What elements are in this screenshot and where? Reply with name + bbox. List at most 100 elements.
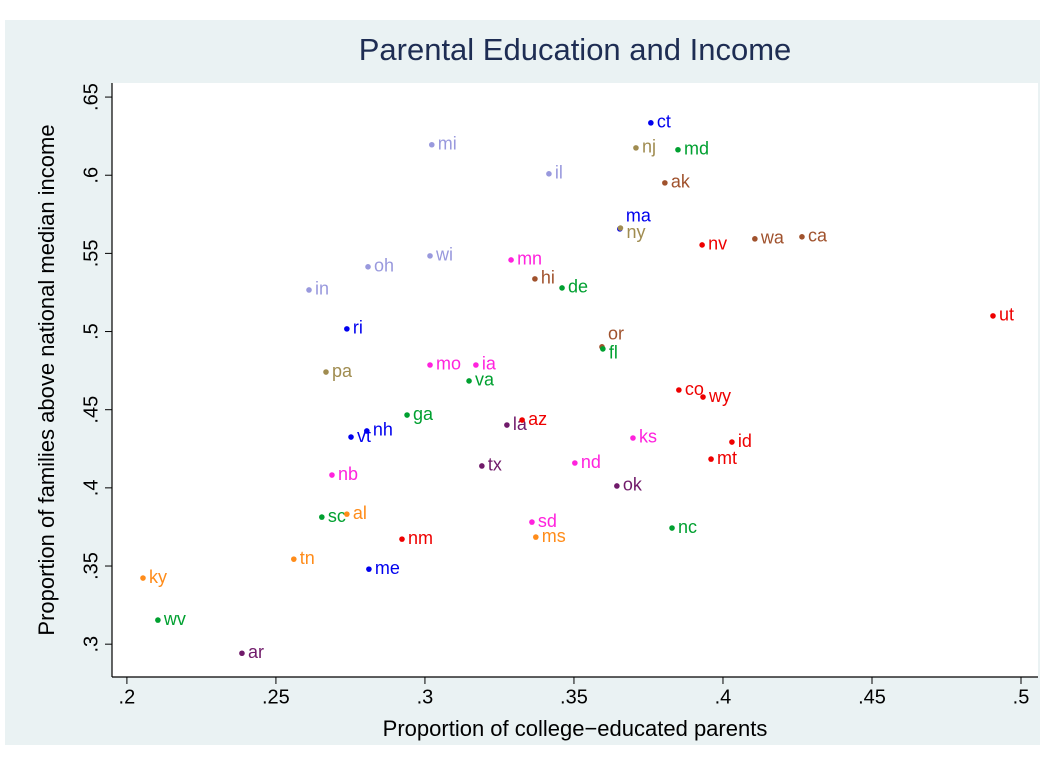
point-label: wi	[435, 245, 453, 265]
point-label: id	[738, 431, 752, 451]
point-label: ar	[248, 642, 264, 662]
point	[533, 534, 539, 540]
point-label: ri	[353, 318, 363, 338]
point-label: nj	[642, 137, 656, 157]
point-label: ok	[623, 475, 643, 495]
point-label: mt	[717, 448, 737, 468]
point	[239, 650, 245, 657]
point	[700, 394, 706, 400]
point	[699, 242, 705, 248]
point	[617, 225, 624, 231]
point-label: ma	[626, 206, 652, 226]
point-label: fl	[609, 343, 618, 363]
point-label: ms	[542, 526, 566, 546]
point-label: tx	[488, 455, 502, 475]
point	[729, 439, 735, 445]
point	[473, 362, 479, 368]
x-tick-label: .5	[1013, 686, 1030, 708]
point	[532, 276, 538, 282]
point	[546, 171, 552, 177]
point-label: ky	[149, 567, 167, 587]
y-tick-label: .45	[80, 396, 102, 424]
point	[140, 575, 146, 581]
point	[306, 287, 312, 293]
point	[344, 326, 350, 332]
point	[504, 422, 510, 428]
point-label: hi	[541, 268, 555, 288]
point-label: me	[375, 558, 400, 578]
point-label: mn	[517, 249, 542, 269]
point	[479, 463, 485, 469]
y-tick-label: .5	[80, 323, 102, 340]
point	[155, 617, 161, 623]
point-label: pa	[332, 361, 353, 381]
point-label: oh	[374, 256, 394, 276]
point	[427, 253, 433, 259]
point	[466, 378, 472, 384]
x-tick-label: .35	[560, 686, 588, 708]
point	[319, 514, 325, 520]
point	[572, 460, 578, 466]
point	[404, 412, 410, 418]
point-label: ca	[808, 226, 828, 246]
point-label: al	[353, 503, 367, 523]
point	[648, 120, 654, 126]
point-label: wy	[708, 386, 731, 406]
point	[752, 236, 758, 242]
point-label: ga	[413, 404, 434, 424]
point	[519, 417, 525, 423]
point	[676, 387, 682, 393]
y-tick-label: .35	[80, 552, 102, 580]
y-tick-label: .65	[80, 83, 102, 111]
point	[708, 456, 714, 462]
point	[364, 428, 370, 434]
point	[630, 435, 636, 441]
point	[675, 146, 681, 153]
point-label: co	[685, 379, 704, 399]
point	[662, 180, 668, 186]
y-tick-label: .6	[80, 167, 102, 184]
point-label: sd	[538, 511, 557, 531]
point-label: nh	[373, 420, 393, 440]
point-label: de	[568, 277, 588, 297]
x-tick-label: .2	[119, 686, 136, 708]
x-tick-label: .4	[715, 686, 732, 708]
point	[291, 556, 297, 562]
x-axis-title: Proportion of college−educated parents	[383, 716, 768, 741]
point-label: ny	[626, 222, 645, 242]
point-label: md	[684, 138, 709, 158]
point-label: nm	[408, 528, 433, 548]
point-label: nb	[338, 464, 358, 484]
point-label: az	[528, 409, 547, 429]
y-axis-title: Proportion of families above national me…	[34, 124, 59, 635]
point	[633, 145, 639, 151]
point-label: nc	[678, 517, 697, 537]
point	[600, 346, 606, 352]
point	[428, 141, 435, 148]
point	[329, 472, 335, 478]
y-tick-label: .4	[80, 480, 102, 497]
point	[799, 234, 805, 240]
x-tick-label: .3	[417, 686, 434, 708]
point-label: ks	[639, 427, 657, 447]
point	[399, 536, 405, 542]
point	[669, 525, 675, 531]
point	[529, 519, 535, 525]
point	[366, 566, 372, 572]
point	[990, 313, 996, 319]
point-label: il	[555, 163, 563, 183]
point-label: mi	[438, 133, 457, 153]
point	[323, 369, 329, 375]
point	[614, 483, 620, 489]
point	[427, 362, 433, 368]
point-label: wa	[760, 228, 785, 248]
point	[365, 264, 371, 270]
point	[348, 434, 354, 440]
x-tick-label: .25	[262, 686, 290, 708]
point-label: tn	[300, 548, 315, 568]
point-label: ut	[999, 305, 1014, 325]
point-label: or	[608, 324, 624, 344]
y-tick-label: .55	[80, 239, 102, 267]
point-label: ct	[657, 112, 671, 132]
point-label: mo	[436, 354, 461, 374]
